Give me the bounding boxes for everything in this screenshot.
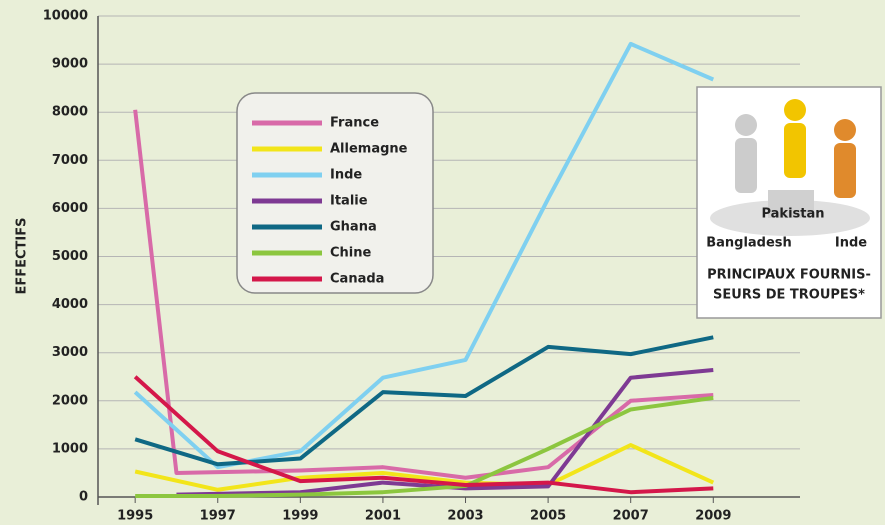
legend-label: Canada: [330, 272, 384, 287]
x-tick-label: 1995: [117, 509, 153, 524]
y-tick-label: 8000: [52, 105, 88, 120]
line-series: [134, 443, 715, 492]
inset-caption: SEURS DE TROUPES*: [713, 288, 865, 303]
x-tick-label: 2001: [365, 509, 401, 524]
figure-body: [784, 123, 806, 178]
line-series: [176, 368, 714, 497]
legend-label: Italie: [330, 194, 368, 209]
y-axis-label: EFFECTIFS: [15, 217, 30, 294]
figure-head: [784, 99, 806, 121]
figure-body: [735, 138, 757, 193]
y-tick-label: 3000: [52, 345, 88, 360]
line-series: [133, 375, 714, 495]
x-tick-label: 1997: [200, 509, 236, 524]
legend-label: Inde: [330, 168, 362, 183]
legend-box: [236, 92, 434, 294]
y-tick-label: 10000: [43, 9, 88, 24]
figure-head: [735, 114, 757, 136]
podium-center: [768, 190, 814, 218]
inset-caption: PRINCIPAUX FOURNIS-: [707, 268, 871, 283]
x-tick-label: 2009: [695, 509, 731, 524]
x-tick-label: 2007: [613, 509, 649, 524]
y-tick-label: 2000: [52, 393, 88, 408]
line-series: [135, 395, 714, 499]
line-series: [134, 335, 714, 467]
y-tick-label: 5000: [52, 249, 88, 264]
x-tick-label: 1999: [282, 509, 318, 524]
inset-label: Bangladesh: [706, 236, 792, 251]
line-series: [133, 109, 714, 480]
legend-label: Ghana: [330, 220, 377, 235]
legend-label: Allemagne: [330, 142, 408, 157]
legend-label: Chine: [330, 246, 372, 261]
x-tick-label: 2005: [530, 509, 566, 524]
y-tick-label: 6000: [52, 201, 88, 216]
x-tick-label: 2003: [447, 509, 483, 524]
y-tick-label: 7000: [52, 153, 88, 168]
y-tick-label: 9000: [52, 57, 88, 72]
figure-body: [834, 143, 856, 198]
figure-head: [834, 119, 856, 141]
inset-label: Inde: [835, 236, 867, 251]
inset-label: Pakistan: [761, 207, 824, 222]
y-tick-label: 0: [79, 490, 88, 505]
y-tick-label: 4000: [52, 297, 88, 312]
y-tick-label: 1000: [52, 441, 88, 456]
legend-label: France: [330, 116, 379, 131]
